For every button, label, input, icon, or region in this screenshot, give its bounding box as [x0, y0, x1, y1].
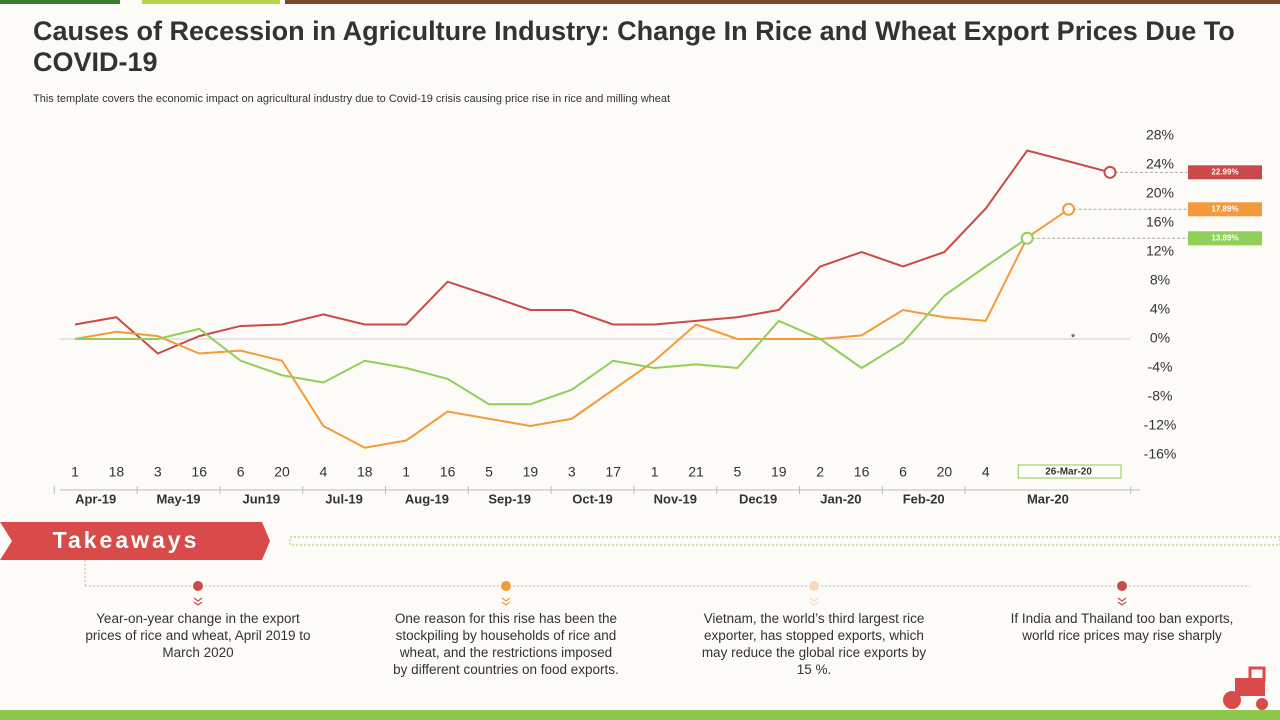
top-bar — [142, 0, 280, 4]
x-tick-label: 3 — [568, 464, 576, 480]
month-label: Feb-20 — [903, 491, 945, 506]
y-tick-label: 0% — [1150, 330, 1170, 346]
month-label: Nov-19 — [654, 491, 697, 506]
takeaway-text: If India and Thailand too ban exports, w… — [1010, 611, 1234, 643]
x-tick-label: 16 — [191, 464, 207, 480]
value-label: 13.89% — [1211, 233, 1238, 242]
annotation: * — [1071, 332, 1076, 344]
end-point — [1103, 165, 1117, 179]
takeaway-dot — [501, 581, 511, 591]
month-label: Jun19 — [243, 491, 281, 506]
x-tick-label: 1 — [402, 464, 410, 480]
x-tick-label: 1 — [651, 464, 659, 480]
month-label: Mar-20 — [1027, 491, 1069, 506]
x-tick-label: 16 — [440, 464, 456, 480]
value-label-box — [1188, 231, 1262, 246]
y-tick-label: -16% — [1144, 446, 1177, 462]
month-label: Aug-19 — [405, 491, 449, 506]
takeaway-text: One reason for this rise has been the st… — [393, 611, 619, 677]
x-tick-label: 18 — [109, 464, 125, 480]
date-label: 26-Mar-20 — [1045, 467, 1092, 478]
x-tick-label: 1 — [71, 464, 79, 480]
y-tick-label: -4% — [1148, 359, 1173, 375]
series-line — [74, 208, 1070, 449]
x-tick-label: 19 — [523, 464, 539, 480]
series-line — [75, 237, 1028, 406]
y-tick-label: -12% — [1144, 417, 1177, 433]
end-point — [1062, 202, 1076, 216]
takeaway-dot — [193, 581, 203, 591]
value-label-box — [1188, 165, 1262, 180]
chevron — [1117, 597, 1127, 606]
y-tick-label: -8% — [1148, 388, 1173, 404]
x-tick-label: 19 — [771, 464, 787, 480]
x-tick-label: 5 — [485, 464, 493, 480]
x-tick-label: 16 — [854, 464, 870, 480]
series-line — [74, 149, 1111, 355]
top-bar — [285, 0, 1280, 4]
y-tick-label: 28% — [1146, 127, 1174, 143]
x-tick-label: 21 — [688, 464, 704, 480]
x-tick-label: 4 — [982, 464, 990, 480]
grass — [0, 710, 1280, 720]
month-label: Jan-20 — [820, 491, 861, 506]
chevron — [193, 597, 203, 606]
month-label: Sep-19 — [488, 491, 531, 506]
value-label-box — [1188, 202, 1262, 217]
value-label: 22.99% — [1211, 167, 1238, 176]
takeaway-text: Year-on-year change in the export prices… — [85, 611, 311, 660]
x-tick-label: 3 — [154, 464, 162, 480]
month-label: Jul-19 — [325, 491, 363, 506]
tractor-icon — [1223, 666, 1268, 710]
x-tick-label: 2 — [816, 464, 824, 480]
chevron — [501, 597, 511, 606]
subtitle: This template covers the economic impact… — [33, 93, 671, 105]
title: Causes of Recession in Agriculture Indus… — [33, 16, 1235, 77]
takeaways-banner — [0, 522, 270, 560]
date-box — [1017, 464, 1122, 479]
x-tick-label: 20 — [937, 464, 953, 480]
x-tick-label: 20 — [274, 464, 290, 480]
x-tick-label: 18 — [357, 464, 373, 480]
takeaway-text: Vietnam, the world’s third largest rice … — [701, 611, 927, 677]
x-tick-label: 4 — [320, 464, 328, 480]
y-tick-label: 8% — [1150, 272, 1170, 288]
takeaway-dot — [1117, 581, 1127, 591]
end-point — [1020, 231, 1034, 245]
takeaway-dot — [809, 581, 819, 591]
takeaways-heading: Takeaways — [53, 527, 200, 553]
stripe — [289, 536, 1280, 546]
month-label: May-19 — [156, 491, 200, 506]
y-tick-label: 12% — [1146, 243, 1174, 259]
month-label: Oct-19 — [572, 491, 612, 506]
x-tick-label: 6 — [899, 464, 907, 480]
value-label: 17.89% — [1211, 204, 1238, 213]
y-tick-label: 24% — [1146, 156, 1174, 172]
x-tick-label: 5 — [734, 464, 742, 480]
x-tick-label: 17 — [605, 464, 621, 480]
top-bar — [0, 0, 120, 4]
y-tick-label: 20% — [1146, 185, 1174, 201]
month-label: Dec19 — [739, 491, 777, 506]
x-tick-label: 6 — [237, 464, 245, 480]
y-tick-label: 16% — [1146, 214, 1174, 230]
month-label: Apr-19 — [75, 491, 116, 506]
y-tick-label: 4% — [1150, 301, 1170, 317]
chevron — [809, 597, 819, 606]
